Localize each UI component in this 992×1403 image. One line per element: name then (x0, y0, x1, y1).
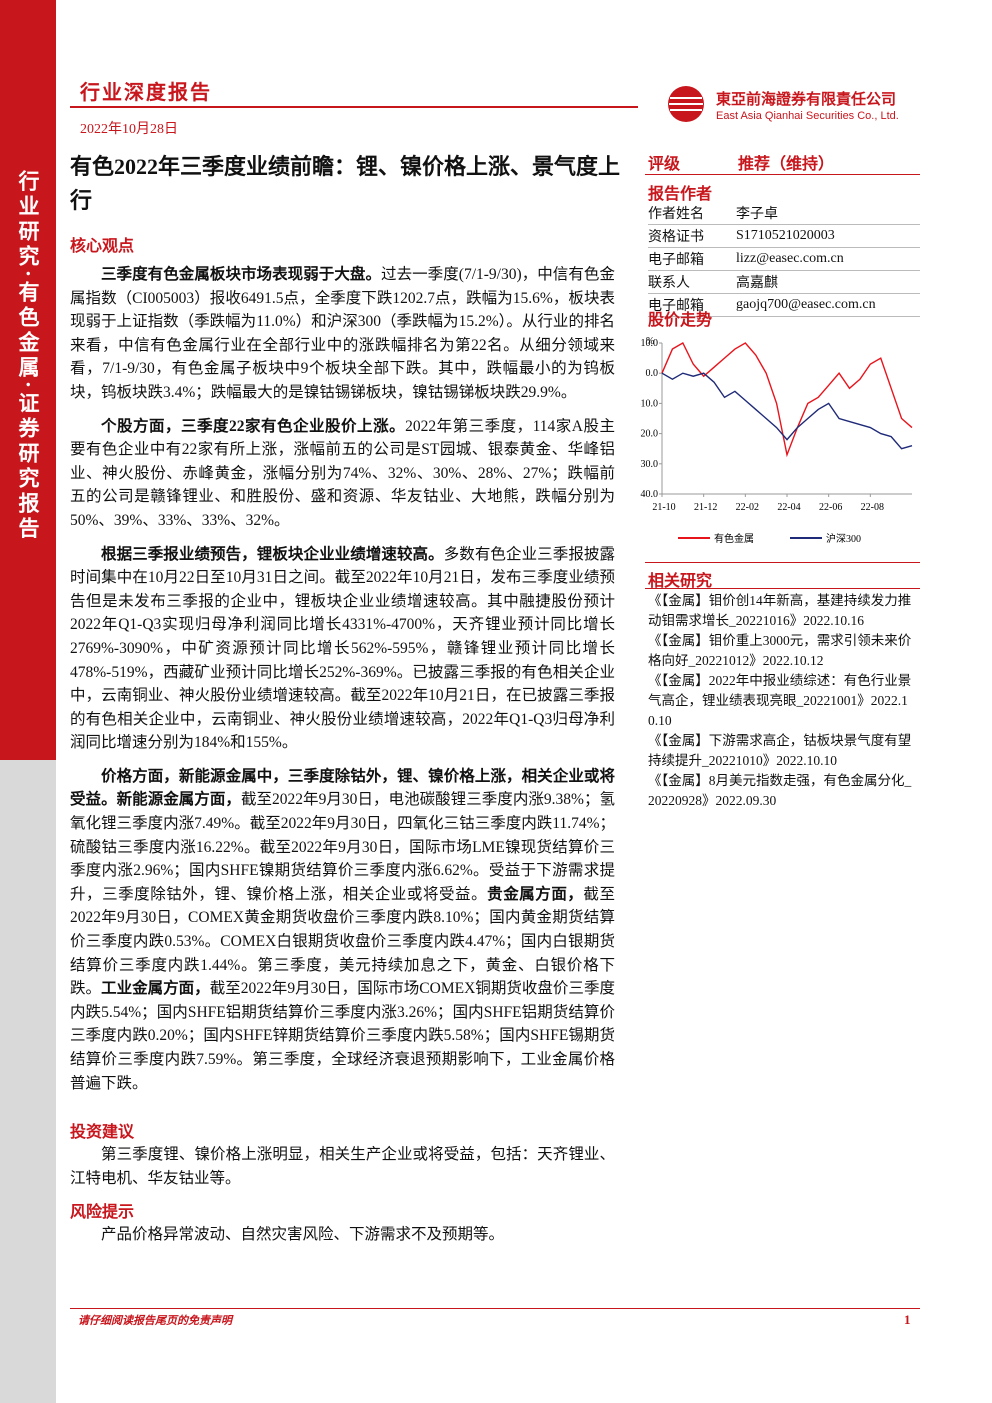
company-en: East Asia Qianhai Securities Co., Ltd. (716, 110, 899, 122)
section-heading: 风险提示 (70, 1204, 135, 1221)
paragraph: 三季度有色金属板块市场表现弱于大盘。过去一季度(7/1-9/30)，中信有色金属… (70, 263, 615, 405)
rule (645, 588, 920, 589)
x-tick-label: 22-04 (777, 502, 800, 513)
report-title: 有色2022年三季度业绩前瞻：锂、镍价格上涨、景气度上行 (70, 154, 621, 213)
text: 截至2022年9月30日，电池碳酸锂三季度内涨9.38%；氢氧化锂三季度内涨7.… (70, 791, 615, 903)
footer-rule (70, 1308, 920, 1309)
bold-text: 价格方面，新能源金属中，三季度除钴外，锂、镍价格上涨，相关企业或将受益。新能源金… (70, 767, 615, 809)
company-cn: 東亞前海證券有限責任公司 (716, 92, 897, 108)
rating-label: 评级 (648, 156, 681, 173)
rating-value: 推荐（维持） (738, 156, 835, 173)
y-tick-label: 10.0 (641, 338, 659, 349)
paragraph: 价格方面，新能源金属中，三季度除钴外，锂、镍价格上涨，相关企业或将受益。新能源金… (70, 765, 615, 1095)
logo-icon (668, 86, 704, 122)
bold-text: 个股方面，三季度22家有色企业股价上涨。 (101, 417, 406, 435)
unit-label: % (646, 336, 654, 347)
y-tick-label: -30.0 (640, 459, 658, 470)
stock-chart: %10.0 0.0 -10.0 -20.0 -30.0 -40.0 21-10 21-12 22… (640, 336, 913, 545)
x-tick-label: 22-06 (819, 502, 842, 513)
x-tick-label: 21-10 (652, 502, 675, 513)
bold-text: 工业金属方面， (101, 980, 210, 998)
sidebar-gray (0, 760, 56, 1403)
sidebar-text: 行业研究·有色金属·证券研究报告 (16, 170, 40, 543)
text: 2022年第三季度，114家A股主要有色企业中有22家有所上涨，涨幅前五的公司是… (70, 417, 615, 529)
text: 多数有色企业三季报披露时间集中在10月22日至10月31日之间。截至2022年1… (70, 545, 615, 752)
related-item: 《【金属】8月美元指数走强，有色金属分化_20220928》2022.09.30 (648, 773, 912, 808)
y-tick-label: -10.0 (640, 398, 658, 409)
field-label: 资格证书 (648, 224, 736, 248)
risk-text: 产品价格异常波动、自然灾害风险、下游需求不及预期等。 (101, 1226, 505, 1243)
x-tick-label: 22-02 (736, 502, 759, 513)
sidebar: 行业研究·有色金属·证券研究报告 (0, 0, 56, 760)
legend-label: 沪深300 (826, 532, 861, 545)
field-value: lizz@easec.com.cn (736, 247, 920, 271)
legend-label: 有色金属 (714, 532, 754, 545)
y-tick-label: -20.0 (640, 429, 658, 440)
investment-text: 第三季度锂、镍价格上涨明显，相关生产企业或将受益，包括：天齐锂业、江特电机、华友… (70, 1146, 615, 1187)
field-value: S1710521020003 (736, 224, 920, 248)
field-value: gaojq700@easec.com.cn (736, 293, 920, 317)
rule (645, 174, 920, 175)
bold-text: 三季度有色金属板块市场表现弱于大盘。 (101, 266, 382, 283)
text: 截至2022年9月30日，COMEX黄金期货收盘价三季度内跌8.10%；国内黄金… (70, 885, 615, 998)
field-label: 作者姓名 (648, 202, 736, 225)
field-value: 李子卓 (736, 202, 920, 225)
y-tick-label: -40.0 (640, 489, 658, 500)
authors-heading: 报告作者 (648, 186, 713, 203)
x-tick-label: 21-12 (694, 502, 717, 513)
related-heading: 相关研究 (648, 573, 713, 590)
y-tick-label: 0.0 (646, 368, 659, 379)
related-list: 《【金属】钼价创14年新高，基建持续发力推动钼需求增长_20221016》202… (648, 591, 916, 811)
author-row: 资格证书 S1710521020003 (648, 224, 920, 248)
report-date: 2022年10月28日 (80, 122, 178, 137)
series-line (661, 342, 913, 458)
page-number: 1 (904, 1312, 911, 1327)
field-label: 电子邮箱 (648, 293, 736, 317)
text: 截至2022年9月30日，国际市场COMEX铜期货收盘价三季度内跌5.54%；国… (70, 980, 615, 1092)
x-tick-label: 22-08 (861, 502, 884, 513)
authors-table: 作者姓名 李子卓 资格证书 S1710521020003 电子邮箱 lizz@easec.… (648, 202, 920, 317)
header-rule (70, 106, 638, 108)
author-row: 作者姓名 李子卓 (648, 202, 920, 225)
paragraph: 根据三季报业绩预告，锂板块企业业绩增速较高。多数有色企业三季报披露时间集中在10… (70, 543, 615, 755)
paragraph: 个股方面，三季度22家有色企业股价上涨。2022年第三季度，114家A股主要有色… (70, 415, 615, 533)
field-label: 电子邮箱 (648, 247, 736, 271)
field-label: 联系人 (648, 270, 736, 294)
section-heading: 投资建议 (70, 1124, 135, 1141)
core-body: 三季度有色金属板块市场表现弱于大盘。过去一季度(7/1-9/30)，中信有色金属… (70, 263, 615, 1105)
section-heading: 核心观点 (70, 238, 135, 255)
author-row: 电子邮箱 lizz@easec.com.cn (648, 247, 920, 271)
report-type: 行业深度报告 (80, 82, 212, 104)
disclaimer: 请仔细阅读报告尾页的免责声明 (78, 1315, 232, 1327)
related-item: 《【金属】2022年中报业绩综述：有色行业景气高企，锂业绩表现亮眼_202210… (648, 673, 912, 728)
bold-text: 根据三季报业绩预告，锂板块企业业绩增速较高。 (101, 545, 444, 563)
related-item: 《【金属】钼价创14年新高，基建持续发力推动钼需求增长_20221016》202… (648, 593, 912, 628)
series-line (661, 372, 913, 450)
author-row: 电子邮箱 gaojq700@easec.com.cn (648, 293, 920, 317)
related-item: 《【金属】钼价重上3000元，需求引领未来价格向好_20221012》2022.… (648, 633, 912, 668)
field-value: 高嘉麒 (736, 270, 920, 294)
related-item: 《【金属】下游需求高企，钴板块景气度有望持续提升_20221010》2022.1… (648, 733, 912, 768)
rule (645, 562, 920, 563)
author-row: 联系人 高嘉麒 (648, 270, 920, 294)
text: 过去一季度(7/1-9/30)，中信有色金属指数（CI005003）报收6491… (70, 266, 615, 401)
chart-heading: 股价走势 (648, 312, 713, 329)
bold-text: 贵金属方面， (487, 885, 584, 903)
